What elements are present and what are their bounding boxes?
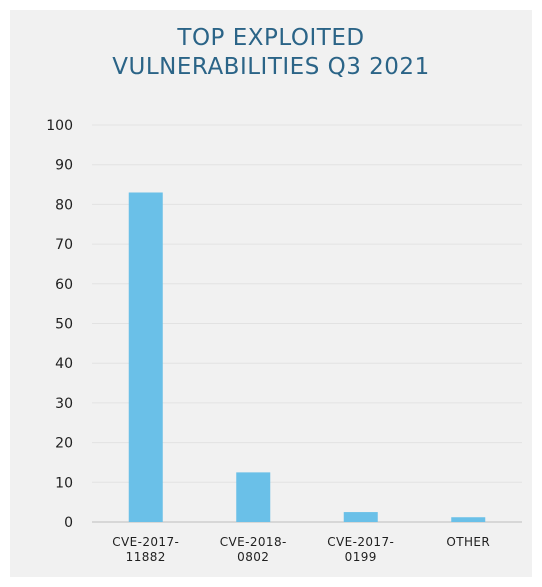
- x-category-label-line: OTHER: [446, 535, 490, 549]
- y-tick-label: 90: [55, 158, 73, 174]
- x-category-label-line: 0199: [345, 550, 377, 564]
- y-tick-label: 20: [55, 436, 73, 452]
- chart-title: TOP EXPLOITED VULNERABILITIES Q3 2021: [0, 24, 542, 82]
- y-tick-label: 80: [55, 197, 73, 213]
- y-tick-label: 100: [46, 118, 73, 134]
- bar: [236, 472, 271, 522]
- chart-title-line-1: TOP EXPLOITED: [177, 25, 365, 51]
- bars: [128, 192, 486, 523]
- chart-title-line-2: VULNERABILITIES Q3 2021: [112, 54, 430, 80]
- x-category-label-line: CVE-2018-: [220, 535, 287, 549]
- y-tick-label: 0: [64, 515, 73, 531]
- y-tick-label: 50: [55, 317, 73, 333]
- x-category-label: CVE-2017-0199: [327, 535, 394, 564]
- y-tick-label: 60: [55, 277, 73, 293]
- bar: [451, 517, 486, 522]
- x-category-label-line: 11882: [126, 550, 166, 564]
- gridlines: [92, 124, 522, 523]
- y-tick-label: 10: [55, 475, 73, 491]
- x-category-label: CVE-2018-0802: [220, 535, 287, 564]
- y-tick-label: 40: [55, 356, 73, 372]
- x-category-label-line: CVE-2017-: [327, 535, 394, 549]
- x-category-label: CVE-2017-11882: [112, 535, 179, 564]
- x-category-label-line: 0802: [237, 550, 269, 564]
- y-tick-label: 70: [55, 237, 73, 253]
- bar: [343, 512, 378, 522]
- y-tick-label: 30: [55, 396, 73, 412]
- bar: [128, 192, 163, 523]
- x-category-label-line: CVE-2017-: [112, 535, 179, 549]
- y-axis-tick-labels: 0 10 20 30 40 50 60 70 80 90 100: [46, 118, 73, 531]
- x-category-label: OTHER: [446, 535, 490, 549]
- x-axis-category-labels: CVE-2017-11882CVE-2018-0802CVE-2017-0199…: [112, 535, 490, 564]
